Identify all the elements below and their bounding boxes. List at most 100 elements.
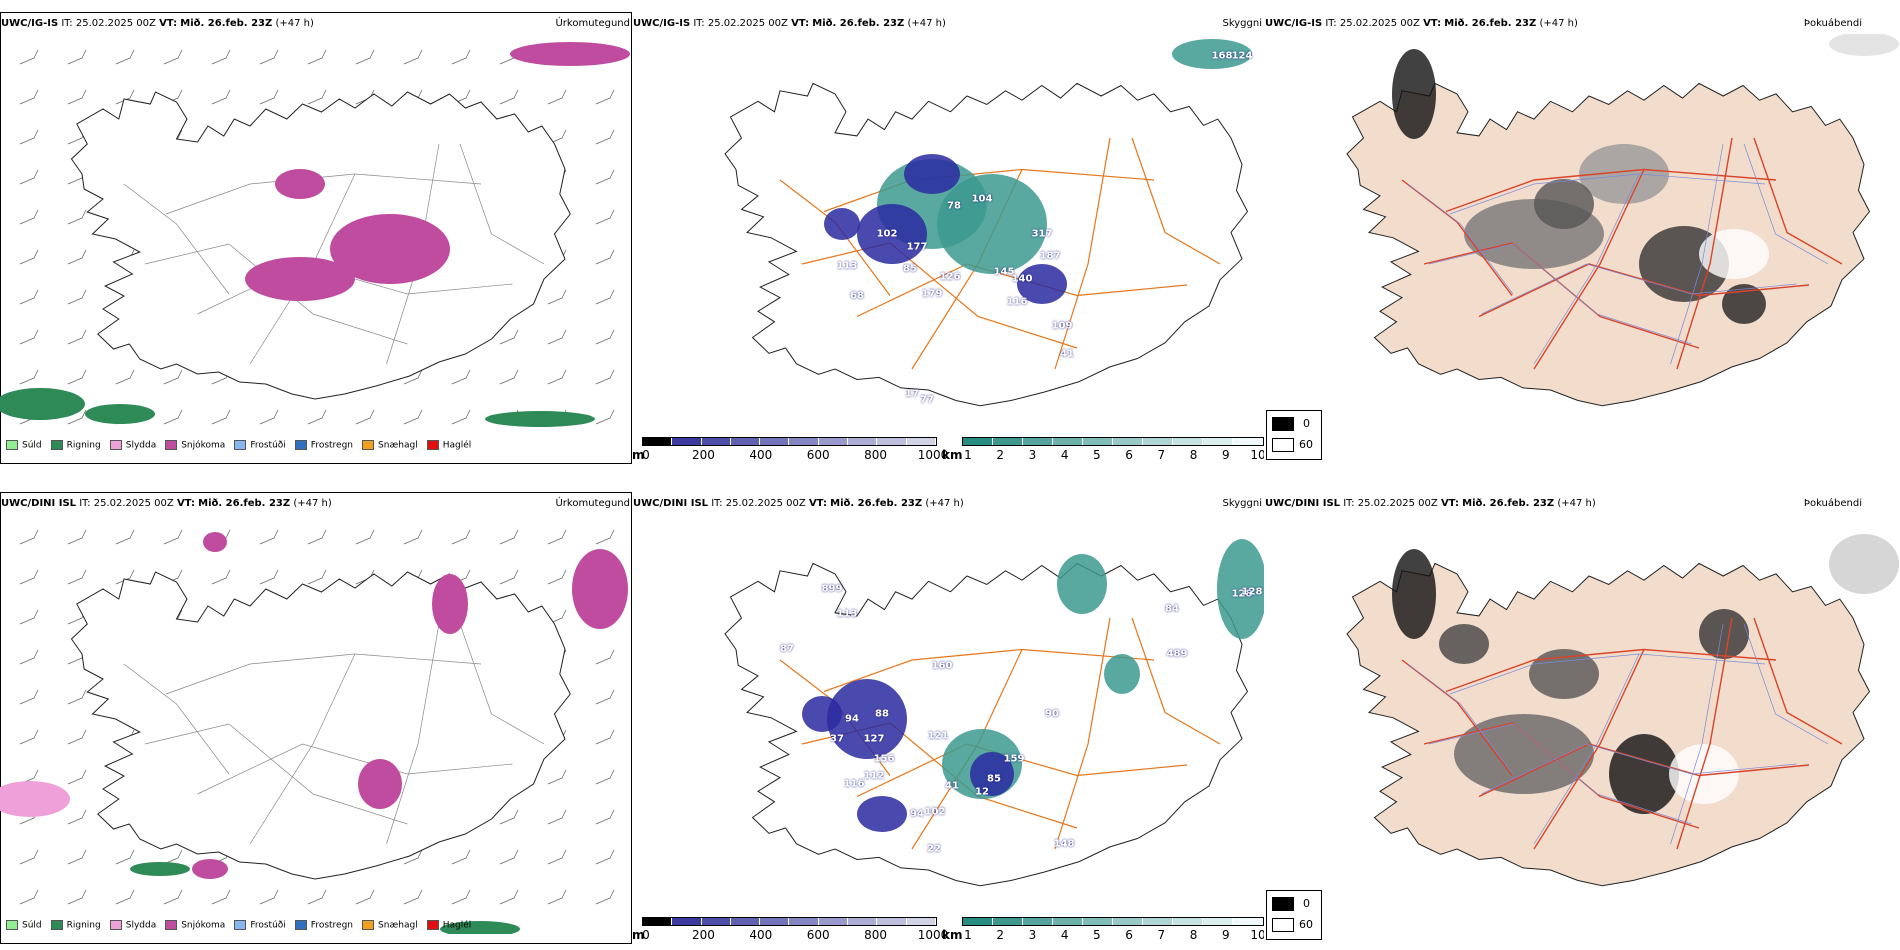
- wind-barb: [499, 849, 519, 865]
- it-value: 25.02.2025 00Z: [725, 498, 806, 509]
- visibility-panel-bottom: UWC/DINI ISL IT: 25.02.2025 00Z VT: Mið.…: [632, 492, 1266, 944]
- wind-barb: [355, 409, 375, 425]
- fog-high-label: 0: [1303, 417, 1310, 430]
- colorbar-tick-label: 9: [1221, 928, 1230, 942]
- wind-barb: [115, 49, 135, 65]
- wind-barb: [355, 529, 375, 545]
- visibility-value-label: 78: [947, 200, 961, 212]
- visibility-value-label: 104: [971, 193, 993, 205]
- panel-title: Skyggni: [1222, 498, 1262, 509]
- colorbar-cell: [1113, 918, 1143, 925]
- model-name: UWC/IG-IS: [633, 18, 691, 29]
- colorbar-cell: [1053, 918, 1083, 925]
- fog-index-area: [1454, 714, 1594, 794]
- wind-barb: [19, 289, 39, 305]
- wind-barb: [19, 369, 39, 385]
- colorbar-cell: [1023, 438, 1053, 445]
- visibility-value-label: 128: [1231, 588, 1253, 600]
- colorbar-cell: [730, 918, 761, 925]
- colorbar-cell: [1023, 918, 1053, 925]
- it-value: 25.02.2025 00Z: [93, 498, 174, 509]
- wind-barb: [67, 409, 87, 425]
- wind-barb: [451, 49, 471, 65]
- road-line: [197, 743, 513, 795]
- colorbar-cell: [963, 918, 993, 925]
- colorbar-tick-label: 600: [806, 928, 830, 942]
- visibility-value-label: 37: [830, 733, 844, 745]
- wind-barb: [163, 889, 183, 905]
- wind-barb: [19, 249, 39, 265]
- model-name: UWC/DINI ISL: [1265, 498, 1341, 509]
- road-line: [1131, 137, 1221, 265]
- rain-area: [440, 921, 520, 934]
- colorbar-cell: [1143, 918, 1173, 925]
- wind-barb: [499, 329, 519, 345]
- wind-barb: [19, 329, 39, 345]
- colorbar-cell: [1143, 438, 1173, 445]
- wind-barb: [403, 49, 423, 65]
- snow-area: [510, 42, 630, 66]
- sleet-area: [0, 781, 70, 817]
- wind-barb: [259, 409, 279, 425]
- it-label: IT:: [61, 18, 73, 29]
- colorbar-cell: [993, 438, 1023, 445]
- wind-barb: [451, 369, 471, 385]
- road-line: [165, 653, 482, 695]
- visibility-value-label: 84: [1165, 603, 1179, 615]
- wind-barb: [595, 729, 615, 745]
- legend-swatch: [165, 440, 178, 450]
- fog-map: [1346, 534, 1899, 887]
- legend-swatch: [6, 920, 18, 930]
- snow-area: [275, 169, 325, 199]
- wind-barb: [163, 849, 183, 865]
- colorbar-tick-label: 10: [1250, 928, 1266, 942]
- reduced-visibility-area: [937, 174, 1047, 274]
- colorbar-cell: [672, 438, 702, 445]
- colorbar-tick-label: 400: [749, 928, 773, 942]
- fog-high-swatch: [1272, 897, 1294, 911]
- legend-item: Snæhagl: [362, 920, 418, 931]
- wind-barb: [163, 49, 183, 65]
- wind-barb: [595, 249, 615, 265]
- legend-label: Súld: [22, 440, 42, 451]
- fog-panel-bottom: UWC/DINI ISL IT: 25.02.2025 00Z VT: Mið.…: [1264, 492, 1900, 944]
- visibility-value-label: 116: [843, 778, 865, 790]
- fog-low-swatch: [1272, 438, 1294, 452]
- road-line: [1676, 617, 1733, 850]
- legend-label: Haglél: [442, 920, 472, 931]
- visibility-value-label: 121: [927, 730, 949, 742]
- snow-area: [203, 532, 227, 552]
- wind-barb: [547, 889, 567, 905]
- road-line: [1449, 173, 1766, 215]
- road-line: [1533, 649, 1645, 850]
- wind-barb: [307, 49, 327, 65]
- legend-label: Snjókoma: [181, 920, 226, 931]
- legend-label: Frostúði: [250, 920, 286, 931]
- legend-item: Haglél: [426, 440, 471, 451]
- iceland-land: [1346, 82, 1871, 407]
- legend-item: Snjókoma: [165, 440, 225, 451]
- visibility-value-label: 109: [1051, 320, 1073, 332]
- colorbar-tick-label: 4: [1060, 928, 1069, 942]
- colorbar-unit: km: [942, 928, 963, 942]
- fog-low-label: 60: [1299, 438, 1313, 451]
- panel-header: UWC/DINI ISL IT: 25.02.2025 00Z VT: Mið.…: [633, 498, 964, 509]
- legend-item: Súld: [6, 920, 42, 931]
- colorbar-tick-label: 200: [691, 928, 715, 942]
- visibility-value-label: 177: [906, 241, 928, 253]
- fog-index-area: [1699, 609, 1749, 659]
- snow-area: [572, 549, 628, 629]
- wind-barb: [67, 329, 87, 345]
- wind-barb: [547, 769, 567, 785]
- wind-barb: [67, 529, 87, 545]
- wind-barb: [355, 49, 375, 65]
- wind-barb: [355, 889, 375, 905]
- rain-area: [130, 862, 190, 876]
- lead-time: (+47 h): [275, 18, 314, 29]
- precip-type-panel-top: UWC/IG-IS IT: 25.02.2025 00Z VT: Mið. 26…: [0, 12, 632, 464]
- it-label: IT:: [693, 18, 705, 29]
- colorbar-unit: m: [632, 928, 645, 942]
- fog-index-area: [1439, 624, 1489, 664]
- rain-area: [0, 388, 85, 420]
- colorbar-cell: [1083, 918, 1113, 925]
